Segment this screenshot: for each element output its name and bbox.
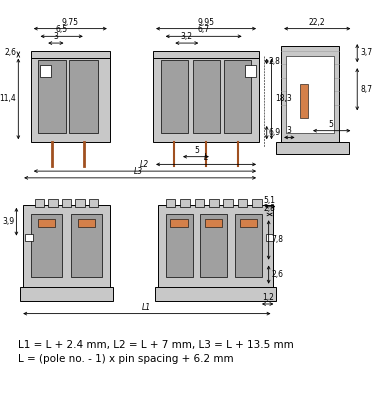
Bar: [223, 199, 233, 207]
Text: 18,3: 18,3: [275, 94, 292, 104]
Circle shape: [26, 235, 32, 240]
Text: 6,5: 6,5: [56, 25, 68, 34]
Text: 6,9: 6,9: [269, 128, 281, 137]
Bar: [37, 219, 55, 227]
Bar: [31, 214, 62, 277]
Bar: [153, 56, 259, 142]
Ellipse shape: [43, 90, 61, 98]
Bar: [31, 51, 110, 58]
Text: 2,8: 2,8: [269, 57, 280, 66]
Ellipse shape: [166, 91, 182, 98]
Bar: [235, 214, 262, 277]
Text: 11,4: 11,4: [0, 94, 16, 104]
Bar: [161, 60, 188, 133]
Bar: [62, 199, 71, 207]
Bar: [171, 219, 188, 227]
Bar: [281, 46, 339, 152]
Bar: [194, 199, 204, 207]
Bar: [25, 234, 33, 242]
Text: 2,8: 2,8: [264, 204, 276, 212]
Text: 7,8: 7,8: [272, 235, 283, 244]
Bar: [48, 199, 58, 207]
Bar: [245, 65, 256, 77]
Bar: [224, 60, 251, 133]
Bar: [252, 199, 262, 207]
Text: 5: 5: [194, 146, 199, 155]
Text: L2: L2: [140, 160, 149, 169]
Bar: [89, 199, 98, 207]
Bar: [158, 205, 273, 296]
Text: 8,7: 8,7: [360, 85, 372, 94]
Text: L1: L1: [142, 303, 151, 312]
Bar: [23, 205, 110, 296]
Text: 5,1: 5,1: [264, 196, 276, 205]
Text: 3: 3: [286, 126, 291, 136]
Text: 3,7: 3,7: [360, 48, 372, 57]
Bar: [31, 56, 110, 142]
Text: L: L: [204, 154, 208, 162]
Text: L = (pole no. - 1) x pin spacing + 6.2 mm: L = (pole no. - 1) x pin spacing + 6.2 m…: [18, 354, 234, 364]
Bar: [205, 219, 223, 227]
Bar: [238, 199, 248, 207]
Text: 9,75: 9,75: [62, 18, 79, 27]
Text: L1 = L + 2.4 mm, L2 = L + 7 mm, L3 = L + 13.5 mm: L1 = L + 2.4 mm, L2 = L + 7 mm, L3 = L +…: [18, 340, 294, 350]
Bar: [20, 287, 113, 301]
Text: 3,2: 3,2: [181, 32, 193, 41]
Bar: [40, 65, 51, 77]
Text: 3,9: 3,9: [2, 217, 15, 226]
Bar: [78, 219, 95, 227]
Bar: [75, 199, 85, 207]
Bar: [69, 60, 98, 133]
Bar: [166, 199, 175, 207]
Bar: [286, 56, 334, 133]
Bar: [155, 287, 276, 301]
Bar: [71, 214, 102, 277]
Text: 22,2: 22,2: [309, 18, 325, 27]
Ellipse shape: [230, 91, 246, 98]
Bar: [266, 234, 273, 242]
Text: 5: 5: [329, 120, 334, 129]
Ellipse shape: [75, 90, 92, 98]
Text: 2,6: 2,6: [4, 48, 16, 57]
Circle shape: [42, 67, 49, 75]
Circle shape: [246, 67, 254, 75]
Bar: [276, 142, 349, 154]
Text: 2,6: 2,6: [272, 270, 283, 279]
Text: 6,7: 6,7: [197, 25, 209, 34]
Bar: [37, 60, 67, 133]
Bar: [35, 199, 44, 207]
Bar: [240, 219, 257, 227]
Bar: [300, 84, 308, 118]
Circle shape: [267, 235, 273, 240]
Text: L3: L3: [134, 167, 143, 176]
Bar: [193, 60, 220, 133]
Bar: [209, 199, 218, 207]
Ellipse shape: [198, 91, 214, 98]
Bar: [153, 51, 259, 58]
Text: 3: 3: [53, 32, 58, 41]
Bar: [200, 214, 227, 277]
Text: 1,2: 1,2: [262, 293, 274, 302]
Bar: [180, 199, 190, 207]
Bar: [166, 214, 193, 277]
Text: 9,95: 9,95: [197, 18, 215, 27]
